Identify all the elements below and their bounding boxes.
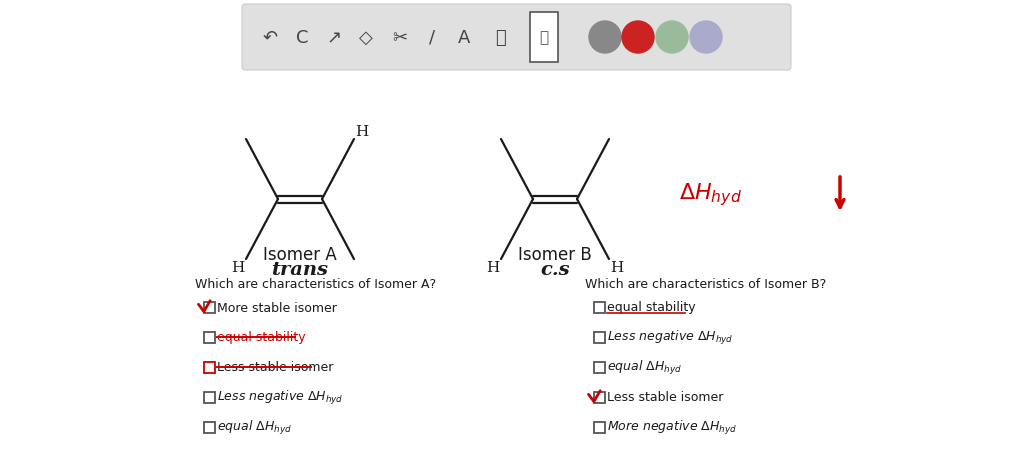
Text: Which are characteristics of Isomer B?: Which are characteristics of Isomer B? bbox=[585, 278, 826, 291]
Bar bbox=[594, 302, 604, 313]
Text: C: C bbox=[296, 29, 308, 47]
Bar bbox=[204, 362, 214, 373]
Bar bbox=[204, 302, 214, 313]
Text: ◇: ◇ bbox=[359, 29, 373, 47]
Text: A: A bbox=[458, 29, 470, 47]
Text: equal stability: equal stability bbox=[607, 301, 695, 314]
Circle shape bbox=[656, 22, 688, 54]
Text: More stable isomer: More stable isomer bbox=[217, 301, 337, 314]
Text: Less stable isomer: Less stable isomer bbox=[217, 361, 334, 374]
Text: More negative $\Delta H_{hyd}$: More negative $\Delta H_{hyd}$ bbox=[607, 418, 737, 436]
Text: ↗: ↗ bbox=[327, 29, 342, 47]
Circle shape bbox=[690, 22, 722, 54]
Text: Less negative $\Delta H_{hyd}$: Less negative $\Delta H_{hyd}$ bbox=[607, 328, 733, 346]
Bar bbox=[594, 362, 604, 373]
Text: H: H bbox=[610, 260, 624, 274]
Bar bbox=[594, 421, 604, 432]
Text: equal $\Delta H_{hyd}$: equal $\Delta H_{hyd}$ bbox=[607, 358, 682, 376]
Text: equal $\Delta H_{hyd}$: equal $\Delta H_{hyd}$ bbox=[217, 418, 292, 436]
Text: ✂: ✂ bbox=[392, 29, 408, 47]
Text: ⬜: ⬜ bbox=[495, 29, 506, 47]
Bar bbox=[594, 392, 604, 403]
Text: H: H bbox=[486, 260, 500, 274]
Bar bbox=[530, 13, 558, 63]
Text: Isomer B: Isomer B bbox=[518, 246, 592, 263]
Text: /: / bbox=[429, 29, 435, 47]
Text: c.s: c.s bbox=[541, 260, 569, 279]
Text: Less stable isomer: Less stable isomer bbox=[607, 391, 723, 403]
Circle shape bbox=[622, 22, 654, 54]
Circle shape bbox=[589, 22, 621, 54]
Text: ⛰: ⛰ bbox=[540, 30, 549, 45]
Bar bbox=[204, 392, 214, 403]
Text: trans: trans bbox=[271, 260, 329, 279]
FancyBboxPatch shape bbox=[242, 5, 791, 71]
Text: ↶: ↶ bbox=[262, 29, 278, 47]
Bar bbox=[594, 332, 604, 343]
Text: Less negative $\Delta H_{hyd}$: Less negative $\Delta H_{hyd}$ bbox=[217, 388, 344, 406]
Text: $\Delta H_{hyd}$: $\Delta H_{hyd}$ bbox=[679, 181, 741, 208]
Text: Isomer A: Isomer A bbox=[263, 246, 337, 263]
Text: equal stability: equal stability bbox=[217, 331, 305, 344]
Bar bbox=[204, 332, 214, 343]
Text: H: H bbox=[231, 260, 245, 274]
Bar bbox=[204, 421, 214, 432]
Text: H: H bbox=[355, 125, 369, 139]
Text: Which are characteristics of Isomer A?: Which are characteristics of Isomer A? bbox=[195, 278, 436, 291]
